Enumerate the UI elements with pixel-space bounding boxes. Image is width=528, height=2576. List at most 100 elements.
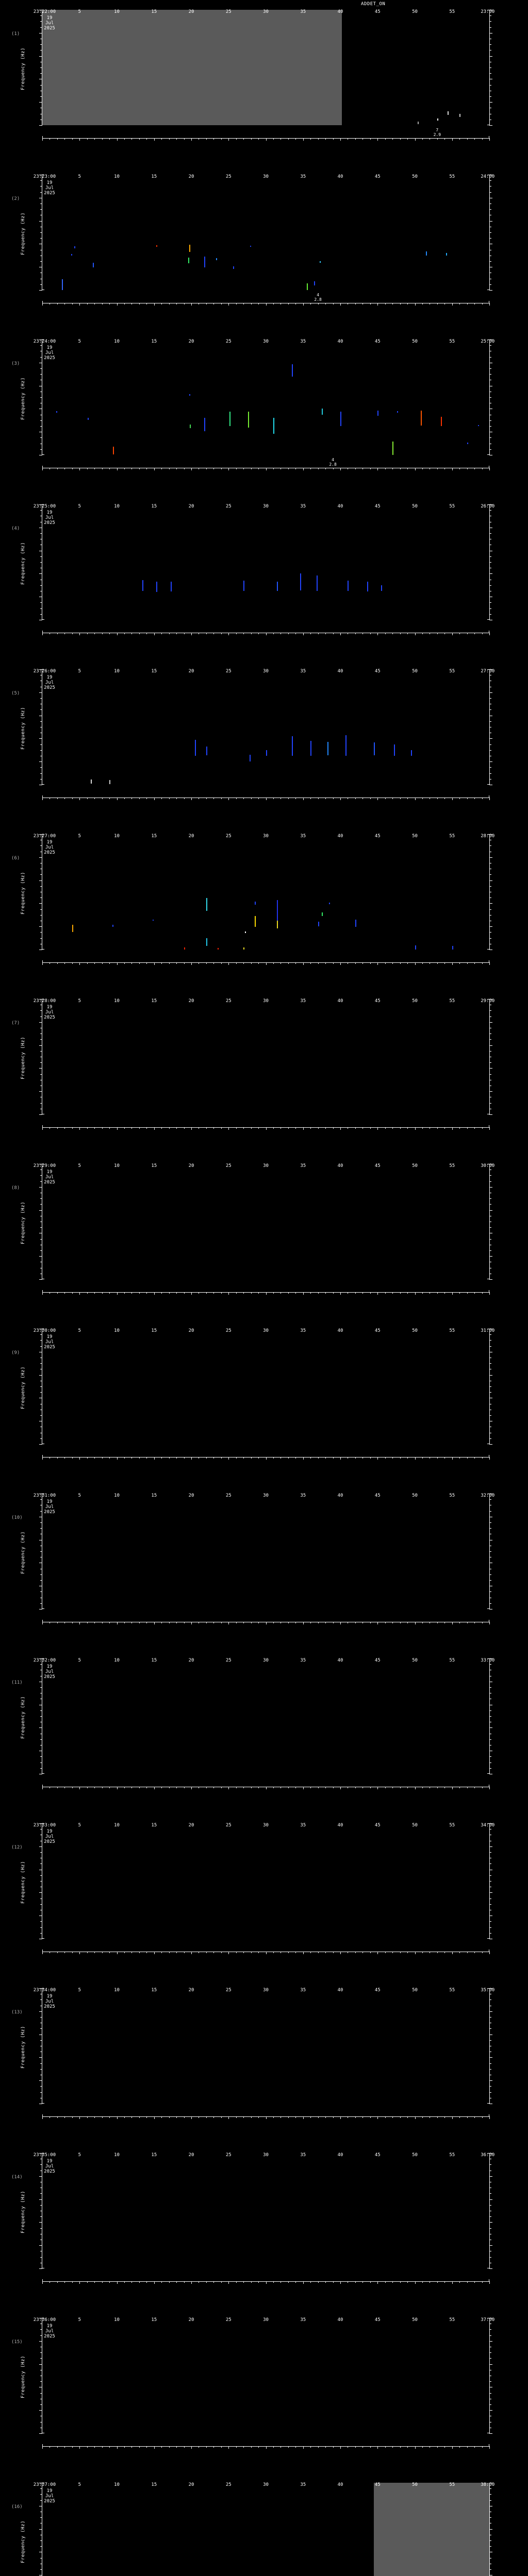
x-axis-minor-tick — [236, 962, 237, 964]
y-axis-mirror-tick — [489, 192, 491, 193]
x-axis-minor-tick — [273, 1952, 274, 1953]
x-axis-minor-tick — [206, 962, 207, 964]
x-axis-minor-tick — [176, 303, 177, 304]
x-axis-minor-tick — [355, 468, 356, 469]
x-axis-major-tick — [489, 1127, 490, 1130]
x-axis-minor-tick — [459, 633, 460, 634]
x-axis-minor-tick — [243, 633, 244, 634]
axis-corner-cap — [42, 1988, 44, 1989]
y-axis-minor-tick — [40, 186, 42, 187]
date-line: 2025 — [44, 2334, 55, 2339]
y-axis-mirror-tick — [489, 238, 491, 239]
x-axis-major-tick — [452, 468, 453, 470]
x-axis-major-tick — [452, 1952, 453, 1954]
plot-data-area — [42, 175, 489, 290]
x-axis-end-cap — [42, 2114, 43, 2117]
x-axis-minor-tick — [251, 962, 252, 964]
x-axis-minor-tick — [236, 2281, 237, 2283]
x-axis-major-tick — [377, 303, 378, 306]
detection-track — [243, 580, 245, 591]
x-axis-minor-tick — [437, 303, 438, 304]
y-axis-mirror-tick — [489, 834, 492, 835]
x-axis-minor-tick — [109, 2116, 110, 2118]
x-axis-major-tick — [191, 1952, 192, 1954]
x-axis-end-cap — [42, 1125, 43, 1128]
x-axis-minor-tick — [184, 1952, 185, 1953]
y-axis-mirror-tick — [489, 1114, 492, 1115]
x-axis-minor-tick — [437, 468, 438, 469]
x-axis-tick-label: 50 — [412, 174, 418, 179]
y-axis-major-tick — [39, 2153, 42, 2154]
x-axis-minor-tick — [318, 2446, 319, 2448]
x-axis-major-tick — [154, 303, 155, 306]
y-axis-major-tick — [39, 2364, 42, 2365]
x-axis-major-tick — [154, 1787, 155, 1789]
x-axis-major-tick — [266, 1457, 267, 1460]
y-axis-mirror-tick — [489, 1499, 491, 1500]
x-axis-tick-label: 40 — [337, 2482, 343, 2487]
x-axis-start-time-label: 23:26:00 — [33, 669, 56, 674]
x-axis-tick-label: 55 — [449, 339, 455, 344]
x-axis — [42, 1455, 490, 1460]
x-axis-minor-tick — [124, 1292, 125, 1294]
x-axis-minor-tick — [102, 1622, 103, 1623]
x-axis-minor-tick — [459, 2281, 460, 2283]
x-axis-major-tick — [42, 633, 43, 635]
x-axis-minor-tick — [109, 1787, 110, 1788]
x-axis-major-tick — [117, 468, 118, 470]
x-axis-minor-tick — [310, 2116, 311, 2118]
x-axis-minor-tick — [355, 2446, 356, 2448]
y-axis-minor-tick — [40, 1050, 42, 1052]
y-axis-major-tick — [39, 2199, 42, 2200]
x-axis-minor-tick — [161, 303, 162, 304]
x-axis-minor-tick — [109, 1457, 110, 1459]
x-axis-minor-tick — [407, 798, 408, 799]
x-axis-tick-label: 35 — [300, 1823, 306, 1828]
y-axis-minor-tick — [40, 1768, 42, 1769]
annotation-count: 4 — [317, 293, 320, 297]
x-axis-tick-label: 45 — [374, 1658, 381, 1663]
x-axis-major-tick — [452, 2281, 453, 2284]
x-axis-tick-label: 55 — [449, 669, 455, 674]
date-line: Jul — [45, 845, 54, 850]
x-axis-minor-tick — [318, 2116, 319, 2118]
y-axis-mirror-tick — [489, 2494, 491, 2495]
x-axis-minor-tick — [459, 2446, 460, 2448]
y-axis-mirror-tick — [489, 1375, 492, 1376]
x-axis-minor-tick — [370, 138, 371, 140]
x-axis-minor-tick — [243, 2116, 244, 2118]
y-axis-mirror-tick — [489, 1522, 491, 1523]
x-axis-minor-tick — [139, 138, 140, 140]
x-axis-major-tick — [266, 2281, 267, 2284]
x-axis-minor-tick — [444, 2281, 446, 2283]
x-axis-major-tick — [228, 1622, 229, 1624]
panel-number-label: (14) — [11, 2175, 23, 2180]
spectrogram-panel: (2)Frequency (Hz)1000800600400200042.851… — [0, 170, 528, 335]
x-axis-minor-tick — [437, 2281, 438, 2283]
x-axis-tick-label: 5 — [78, 1988, 81, 1993]
x-axis-minor-tick — [333, 1127, 334, 1129]
x-axis-major-tick — [228, 468, 229, 470]
x-axis-minor-tick — [474, 1952, 475, 1953]
x-axis-minor-tick — [474, 303, 475, 304]
y-axis-mirror-tick — [489, 1050, 491, 1052]
x-axis-tick-label: 50 — [412, 2153, 418, 2158]
x-axis-tick-label: 45 — [374, 1493, 381, 1498]
x-axis-minor-tick — [385, 1787, 386, 1788]
x-axis-minor-tick — [392, 2116, 393, 2118]
date-line: Jul — [45, 21, 54, 26]
x-axis-major-tick — [191, 303, 192, 306]
y-axis-minor-tick — [40, 1438, 42, 1439]
x-axis-minor-tick — [102, 138, 103, 140]
y-axis-minor-tick — [40, 1522, 42, 1523]
x-axis-minor-tick — [72, 138, 73, 140]
x-axis-minor-tick — [295, 633, 296, 634]
y-axis-major-tick — [39, 1823, 42, 1824]
x-axis-end-time-label: 32:00 — [481, 1493, 495, 1498]
x-axis-minor-tick — [139, 2281, 140, 2283]
panel-number-label: (4) — [11, 526, 20, 531]
x-axis-minor-tick — [467, 1787, 468, 1788]
axis-corner-cap — [42, 784, 44, 785]
x-axis-major-tick — [117, 303, 118, 306]
detection-track — [421, 410, 422, 426]
